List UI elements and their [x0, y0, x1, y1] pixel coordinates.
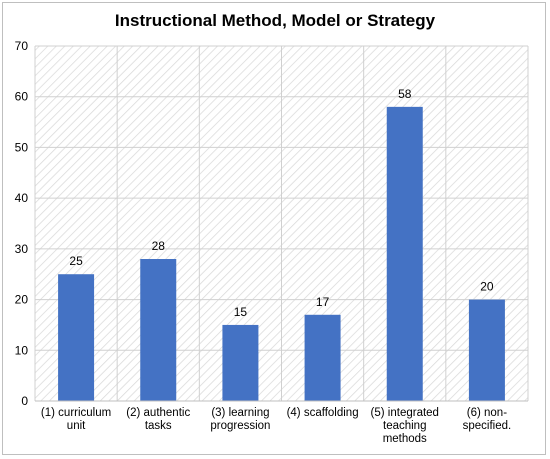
- data-label: 17: [316, 295, 330, 309]
- data-label: 58: [398, 87, 412, 101]
- bar[interactable]: [304, 314, 341, 401]
- bar[interactable]: [386, 106, 423, 401]
- chart-title: Instructional Method, Model or Strategy: [114, 11, 436, 30]
- x-category-label: (2) authentic: [126, 407, 190, 419]
- y-tick-label: 10: [15, 343, 29, 357]
- y-tick-label: 30: [15, 242, 29, 256]
- data-label: 28: [152, 239, 166, 253]
- bar[interactable]: [468, 299, 505, 401]
- x-category-label: unit: [67, 420, 86, 432]
- y-tick-label: 60: [15, 90, 29, 104]
- x-category-label: (3) learning: [211, 407, 269, 419]
- x-category-label: teaching: [383, 420, 426, 432]
- x-category-label: (5) integrated: [371, 407, 439, 419]
- bar[interactable]: [222, 324, 259, 401]
- y-tick-label: 0: [21, 394, 28, 408]
- x-category-label: methods: [383, 433, 427, 445]
- bar[interactable]: [140, 259, 177, 401]
- bar[interactable]: [58, 274, 95, 401]
- y-tick-label: 70: [15, 39, 29, 53]
- data-label: 20: [480, 280, 494, 294]
- x-category-label: progression: [210, 420, 270, 432]
- x-category-label: (6) non-: [467, 407, 507, 419]
- data-label: 25: [69, 254, 83, 268]
- y-tick-label: 40: [15, 191, 29, 205]
- x-category-label: tasks: [145, 420, 172, 432]
- x-category-label: specified.: [463, 420, 512, 432]
- data-label: 15: [234, 305, 248, 319]
- x-category-label: (1) curriculum: [41, 407, 111, 419]
- y-tick-label: 50: [15, 140, 29, 154]
- x-category-label: (4) scaffolding: [287, 407, 359, 419]
- y-tick-label: 20: [15, 293, 29, 307]
